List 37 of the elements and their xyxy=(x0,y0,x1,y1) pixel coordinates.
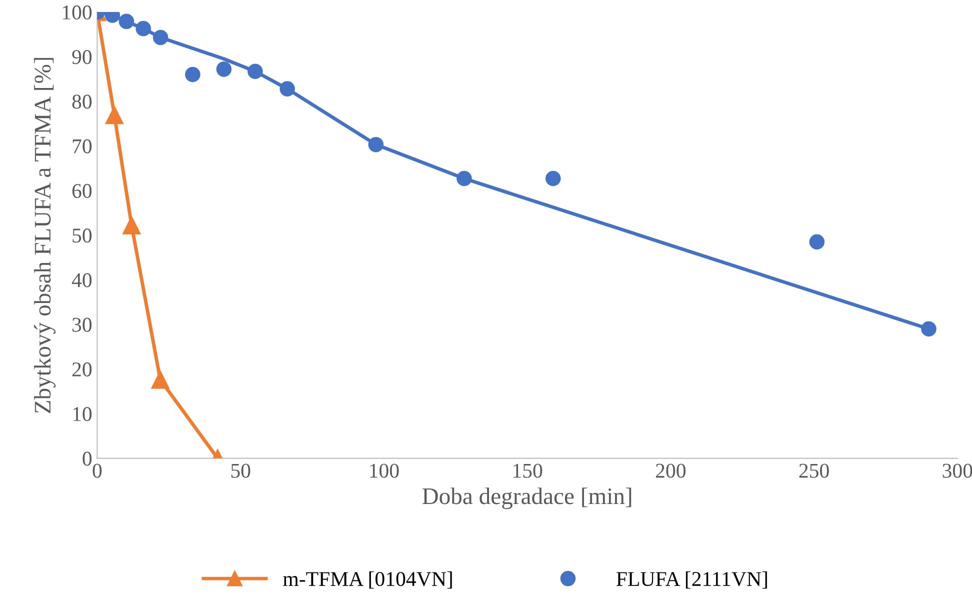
y-tick-label: 60 xyxy=(72,184,92,198)
x-tick-label: 300 xyxy=(942,464,972,478)
point xyxy=(216,62,232,77)
point xyxy=(136,20,152,36)
point xyxy=(248,64,263,80)
x-tick-label: 150 xyxy=(514,464,542,478)
x-tick-label: 0 xyxy=(92,464,102,478)
point xyxy=(545,170,561,186)
point xyxy=(105,106,124,124)
point xyxy=(151,370,170,389)
x-tick-label: 100 xyxy=(370,464,399,478)
point xyxy=(456,170,472,186)
y-tick-label: 50 xyxy=(72,228,92,243)
y-tick-label: 0 xyxy=(82,452,92,466)
legend-label: m-TFMA [0104VN] xyxy=(283,571,452,589)
point xyxy=(368,136,384,152)
point xyxy=(809,234,825,250)
point xyxy=(152,30,168,46)
point xyxy=(122,216,141,234)
y-tick-label: 40 xyxy=(72,273,92,288)
x-tick-label: 250 xyxy=(799,464,829,478)
point xyxy=(921,321,936,337)
point xyxy=(118,14,134,30)
point xyxy=(280,81,295,96)
legend-label: FLUFA [2111VN] xyxy=(616,571,767,589)
y-tick-label: 20 xyxy=(72,362,92,376)
x-tick-label: 200 xyxy=(656,464,686,478)
x-tick-label: 50 xyxy=(231,464,250,478)
point xyxy=(185,66,200,82)
x-axis-title: Doba degradace [min] xyxy=(422,488,632,510)
y-tick-label: 70 xyxy=(72,139,92,154)
y-tick-label: 80 xyxy=(72,94,92,109)
y-tick-label: 30 xyxy=(72,318,92,332)
y-tick-label: 100 xyxy=(62,5,92,20)
y-axis-title: Zbytkový obsah FLUFA a TFMA [%] xyxy=(34,58,56,413)
y-tick-label: 90 xyxy=(72,50,92,64)
y-tick-label: 10 xyxy=(73,407,92,422)
